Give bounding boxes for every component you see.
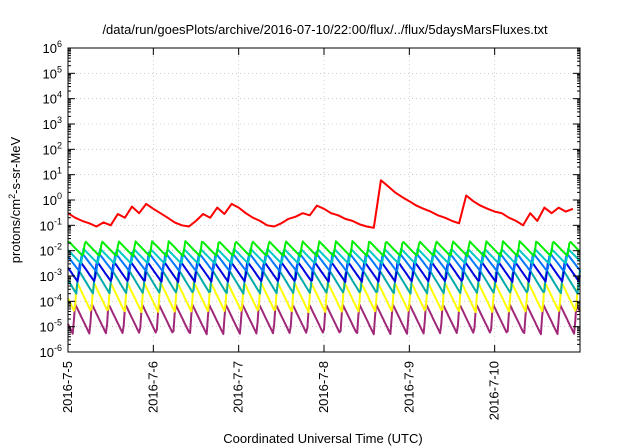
y-tick-label-base: 10 bbox=[40, 294, 54, 309]
series-line bbox=[67, 260, 581, 283]
series-line bbox=[67, 179, 574, 229]
y-tick-label: 105 bbox=[43, 64, 62, 81]
y-axis-label-sup: 2 bbox=[7, 194, 17, 199]
y-tick-label-base: 10 bbox=[40, 218, 54, 233]
y-axis-label-suffix: -s-sr-MeV bbox=[8, 136, 23, 193]
y-axis-label-prefix: protons/cm bbox=[8, 199, 23, 263]
y-tick-label-exp: -4 bbox=[54, 292, 62, 302]
y-tick-label: 10-4 bbox=[40, 292, 62, 309]
y-tick-label-base: 10 bbox=[40, 269, 54, 284]
y-tick-label-exp: 1 bbox=[57, 166, 62, 176]
x-tick-label: 2016-7-10 bbox=[487, 361, 502, 420]
series-line bbox=[67, 251, 581, 273]
y-tick-label: 104 bbox=[43, 90, 62, 107]
axis-ticks bbox=[67, 47, 580, 353]
y-tick-label-base: 10 bbox=[43, 41, 57, 56]
y-tick-label-base: 10 bbox=[43, 142, 57, 157]
grid bbox=[68, 48, 580, 352]
series-line bbox=[67, 247, 581, 265]
y-tick-label-exp: -1 bbox=[54, 216, 62, 226]
series-group bbox=[67, 179, 581, 336]
y-tick-label: 106 bbox=[43, 39, 62, 56]
y-tick-label-exp: 6 bbox=[57, 39, 62, 49]
y-tick-label-base: 10 bbox=[43, 92, 57, 107]
y-tick-label: 102 bbox=[43, 140, 62, 157]
y-tick-label-base: 10 bbox=[40, 320, 54, 335]
y-tick-label-exp: 2 bbox=[57, 140, 62, 150]
x-tick-labels: 2016-7-5 2016-7-6 2016-7-7 2016-7-8 2016-7-9… bbox=[60, 361, 502, 420]
x-tick-label: 2016-7-7 bbox=[231, 361, 246, 413]
y-tick-label: 10-6 bbox=[40, 343, 62, 360]
y-axis-label: protons/cm2-s-sr-MeV bbox=[7, 136, 23, 263]
y-tick-label: 103 bbox=[43, 115, 62, 132]
series-line bbox=[67, 240, 581, 258]
y-tick-label-exp: 0 bbox=[57, 191, 62, 201]
x-tick-label: 2016-7-9 bbox=[401, 361, 416, 413]
x-axis-label: Coordinated Universal Time (UTC) bbox=[223, 431, 422, 446]
x-tick-label: 2016-7-5 bbox=[60, 361, 75, 413]
y-tick-label-exp: 4 bbox=[57, 90, 62, 100]
y-tick-label: 10-2 bbox=[40, 242, 62, 259]
series-line bbox=[67, 268, 581, 295]
y-tick-label-exp: -3 bbox=[54, 267, 62, 277]
y-tick-label-base: 10 bbox=[43, 193, 57, 208]
y-tick-labels: 10610510410310210110010-110-210-310-410-… bbox=[40, 39, 62, 360]
y-tick-label-base: 10 bbox=[43, 168, 57, 183]
x-tick-label: 2016-7-6 bbox=[145, 361, 160, 413]
y-tick-label: 101 bbox=[43, 166, 62, 183]
y-tick-label: 10-5 bbox=[40, 318, 62, 335]
chart-title: /data/run/goesPlots/archive/2016-07-10/2… bbox=[102, 22, 548, 37]
y-tick-label-base: 10 bbox=[43, 66, 57, 81]
y-tick-label-base: 10 bbox=[40, 345, 54, 360]
y-tick-label-exp: -2 bbox=[54, 242, 62, 252]
y-tick-label-base: 10 bbox=[40, 244, 54, 259]
y-tick-label-exp: -6 bbox=[54, 343, 62, 353]
y-tick-label-base: 10 bbox=[43, 117, 57, 132]
y-tick-label-exp: 5 bbox=[57, 64, 62, 74]
series-line bbox=[67, 303, 581, 336]
y-tick-label: 10-1 bbox=[40, 216, 62, 233]
y-tick-label-exp: -5 bbox=[54, 318, 62, 328]
x-tick-label: 2016-7-8 bbox=[316, 361, 331, 413]
y-tick-label-exp: 3 bbox=[57, 115, 62, 125]
y-tick-label: 100 bbox=[43, 191, 62, 208]
y-tick-label: 10-3 bbox=[40, 267, 62, 284]
